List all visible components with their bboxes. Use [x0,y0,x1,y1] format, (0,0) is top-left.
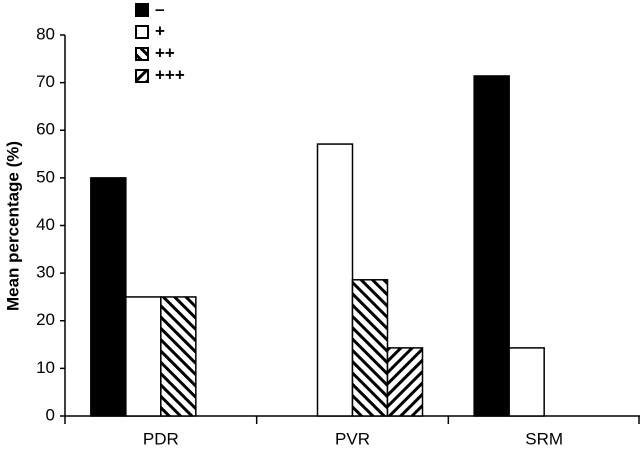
legend-swatch [135,47,149,61]
y-tick-label: 80 [36,24,55,43]
bar [125,296,162,417]
legend-swatch [135,69,149,83]
bar [473,75,510,417]
bar [316,143,354,417]
legend-label: ++ [155,43,175,62]
x-tick-label: PDR [143,429,179,448]
y-tick-label: 10 [36,358,55,377]
legend-label: +++ [155,65,185,84]
y-tick-label: 50 [36,167,55,186]
bar [508,347,545,417]
bar [351,279,389,417]
y-tick-label: 20 [36,310,55,329]
bar [160,296,197,417]
y-axis-label: Mean percentage (%) [3,141,22,311]
bar [90,177,127,417]
y-tick-label: 70 [36,72,55,91]
y-tick-label: 60 [36,120,55,139]
y-tick-label: 30 [36,263,55,282]
legend-label: – [155,0,164,18]
bar [386,347,424,417]
x-tick-label: SRM [525,429,563,448]
legend-swatch [135,25,149,39]
y-tick-label: 40 [36,215,55,234]
y-tick-label: 0 [46,405,55,424]
legend-swatch [135,3,149,17]
x-tick-label: PVR [335,429,370,448]
legend-label: + [155,21,165,40]
